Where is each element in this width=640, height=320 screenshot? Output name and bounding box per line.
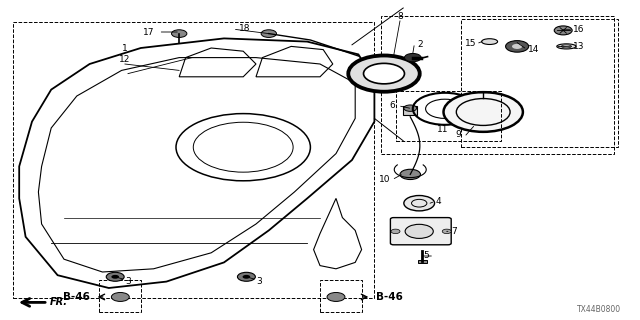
Text: B-46: B-46 (63, 292, 90, 302)
Text: 11: 11 (437, 125, 449, 134)
Ellipse shape (557, 44, 576, 49)
Text: 9: 9 (455, 130, 461, 139)
Text: 3: 3 (256, 277, 262, 286)
Circle shape (554, 26, 572, 35)
Text: 3: 3 (125, 277, 131, 286)
Text: B-46: B-46 (376, 292, 403, 302)
Circle shape (405, 224, 433, 238)
Circle shape (261, 30, 276, 37)
Ellipse shape (482, 39, 498, 44)
Text: TX44B0800: TX44B0800 (577, 305, 621, 314)
Bar (418, 260, 427, 263)
Circle shape (400, 169, 420, 180)
Circle shape (444, 92, 523, 132)
Bar (461, 19, 618, 147)
Text: 12: 12 (119, 55, 131, 64)
Text: 10: 10 (379, 175, 390, 184)
Circle shape (442, 229, 451, 234)
Circle shape (106, 272, 124, 281)
Text: 17: 17 (143, 28, 155, 36)
Text: 5: 5 (423, 252, 429, 260)
FancyBboxPatch shape (390, 218, 451, 245)
Ellipse shape (561, 45, 572, 48)
Bar (13, 22, 374, 298)
Text: 14: 14 (528, 45, 540, 54)
Bar (396, 91, 501, 141)
Text: 4: 4 (435, 197, 441, 206)
Text: 16: 16 (573, 25, 584, 34)
Circle shape (512, 44, 522, 49)
Circle shape (391, 229, 400, 234)
Text: 2: 2 (417, 40, 423, 49)
Circle shape (349, 56, 419, 91)
Circle shape (243, 275, 250, 279)
Circle shape (327, 292, 345, 301)
Text: 15: 15 (465, 39, 476, 48)
Circle shape (364, 63, 404, 84)
Text: 18: 18 (239, 24, 251, 33)
Circle shape (404, 53, 421, 62)
Bar (99, 280, 141, 312)
Circle shape (404, 105, 417, 111)
Bar (320, 280, 362, 312)
Circle shape (111, 292, 129, 301)
Circle shape (172, 30, 187, 37)
Circle shape (237, 272, 255, 281)
Text: 13: 13 (573, 42, 584, 51)
Bar (403, 106, 417, 115)
Text: 6: 6 (390, 101, 396, 110)
Text: FR.: FR. (50, 297, 68, 308)
Circle shape (111, 275, 119, 279)
Circle shape (506, 41, 529, 52)
Text: 7: 7 (451, 227, 457, 236)
Text: 8: 8 (397, 12, 403, 21)
Circle shape (404, 196, 435, 211)
Text: 1: 1 (122, 44, 127, 53)
Bar (381, 16, 614, 154)
